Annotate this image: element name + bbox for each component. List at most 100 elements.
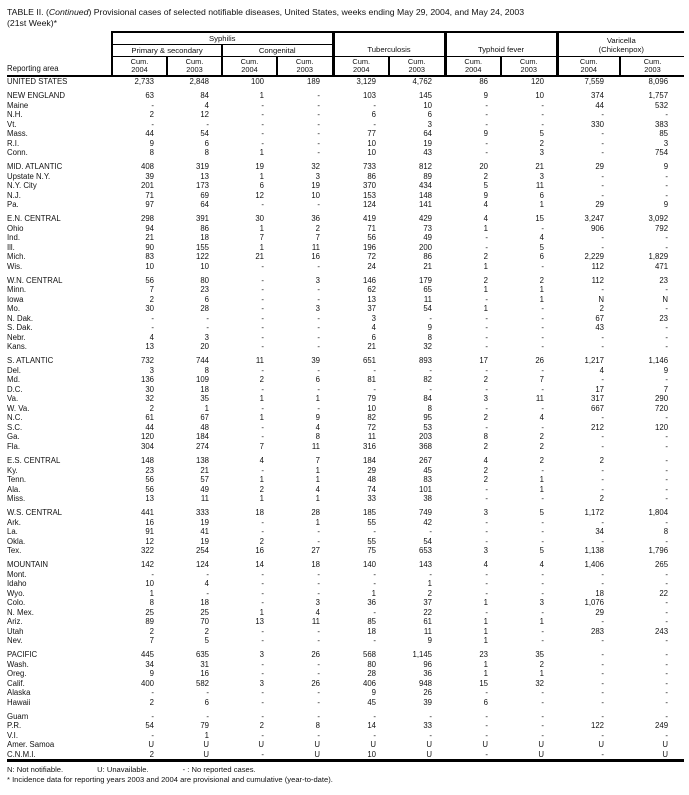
value-cell: 9	[427, 636, 433, 646]
value-cell: 8	[483, 432, 489, 442]
value-cell: -	[601, 636, 605, 646]
value-cell: 55	[367, 517, 376, 527]
value-cell: 2	[427, 588, 433, 598]
footnotes: N: Not notifiable. U: Unavailable. - : No …	[7, 765, 684, 784]
reporting-area-cell: R.I.	[7, 138, 20, 148]
value-cell: U	[598, 740, 605, 750]
value-cell: 1	[539, 294, 545, 304]
table-row: Iowa 2 6 - - 13 11 - 1 N N	[7, 295, 684, 305]
value-cell: 80	[367, 659, 376, 669]
value-cell: 19	[255, 162, 264, 172]
value-cell: 32	[145, 394, 154, 404]
reporting-area-cell: Calif.	[7, 678, 25, 688]
column-header-cum-2003-3: Cum. 2003	[276, 56, 333, 77]
value-cell: 11	[311, 441, 320, 451]
table-row: W.S. CENTRAL 441 333 18 28 185 749 3 5 1,172 1,804	[7, 508, 684, 518]
value-cell: 185	[362, 508, 376, 518]
value-cell: 2	[259, 536, 264, 546]
value-cell: 749	[419, 508, 433, 518]
value-cell: -	[206, 711, 209, 721]
value-cell: 6	[371, 110, 376, 120]
value-cell: -	[373, 636, 376, 646]
value-cell: -	[261, 304, 264, 314]
value-cell: 2	[483, 171, 489, 181]
value-cell: 4	[259, 456, 264, 466]
value-cell: 1	[315, 465, 320, 475]
reporting-area-cell: Kans.	[7, 342, 27, 352]
value-cell: -	[485, 384, 489, 394]
value-cell: -	[317, 200, 320, 210]
value-cell: -	[261, 626, 264, 636]
value-cell: U	[538, 740, 545, 750]
value-cell: -	[601, 688, 605, 698]
value-cell: 11	[535, 181, 545, 191]
value-cell: -	[317, 294, 320, 304]
reporting-area-cell: Upstate N.Y.	[7, 171, 51, 181]
value-cell: 173	[195, 181, 209, 191]
value-cell: U	[203, 740, 209, 750]
value-cell: 1	[259, 148, 264, 158]
value-cell: -	[601, 669, 605, 679]
value-cell: 383	[655, 119, 669, 129]
value-cell: 582	[195, 678, 209, 688]
value-cell: -	[665, 579, 669, 589]
value-cell: 10	[311, 190, 320, 200]
notifiable-diseases-table: Reporting area Syphilis Tuberculosis Typ…	[7, 31, 685, 763]
reporting-area-cell: Ky.	[7, 465, 18, 475]
table-row: Idaho 10 4 - - - 1 - - - -	[7, 579, 684, 589]
value-cell: -	[665, 617, 669, 627]
table-row: MOUNTAIN 142 124 14 18 140 143 4 4 1,406 265	[7, 560, 684, 570]
value-cell: -	[541, 465, 545, 475]
value-cell: 21	[200, 465, 209, 475]
value-cell: -	[261, 119, 264, 129]
value-cell: 2	[539, 441, 545, 451]
value-cell: -	[373, 730, 376, 740]
value-cell: 25	[145, 607, 154, 617]
value-cell: 15	[535, 214, 545, 224]
value-cell: 2	[599, 304, 605, 314]
column-header-cum-2004-8: Cum. 2004	[555, 56, 621, 77]
value-cell: 651	[362, 356, 376, 366]
table-row: Ga. 120 184 - 8 11 203 8 2 - -	[7, 432, 684, 442]
value-cell: 2	[483, 375, 489, 385]
value-cell: 1,145	[412, 650, 433, 660]
value-cell: -	[665, 730, 669, 740]
value-cell: 32	[423, 342, 433, 352]
table-row: W. Va. 2 1 - - 10 8 - - 667 720	[7, 404, 684, 414]
table-row: Mont. - - - - - - - - - -	[7, 570, 684, 580]
value-cell: 86	[479, 77, 489, 86]
table-row: E.S. CENTRAL 148 138 4 7 184 267 4 2 2 -	[7, 456, 684, 466]
value-cell: 100	[250, 77, 264, 86]
value-cell: 1	[259, 242, 264, 252]
column-header-cum-2003-1: Cum. 2003	[166, 56, 222, 77]
value-cell: 138	[195, 456, 209, 466]
value-cell: 391	[195, 214, 209, 224]
table-row: Wis. 10 10 - - 24 21 1 - 112 471	[7, 262, 684, 272]
value-cell: -	[261, 569, 264, 579]
value-cell: 8	[149, 148, 154, 158]
value-cell: -	[601, 579, 605, 589]
value-cell: 7	[315, 233, 320, 243]
value-cell: 82	[423, 375, 433, 385]
value-cell: -	[485, 100, 489, 110]
footnote-dash: - : No reported cases.	[182, 765, 256, 775]
table-row: Wash. 34 31 - - 80 96 1 2 - -	[7, 660, 684, 670]
value-cell: 322	[140, 546, 154, 556]
value-cell: -	[317, 403, 320, 413]
value-cell: 732	[140, 356, 154, 366]
table-row: Kans. 13 20 - - 21 32 - - - -	[7, 342, 684, 352]
title-prefix: TABLE II. (	[7, 7, 49, 17]
value-cell: 31	[200, 659, 209, 669]
value-cell: 445	[140, 650, 154, 660]
value-cell: 635	[195, 650, 209, 660]
value-cell: 79	[200, 721, 209, 731]
table-row: D.C. 30 18 - - - - - - 17 7	[7, 385, 684, 395]
reporting-area-cell: La.	[7, 527, 18, 537]
value-cell: -	[261, 384, 264, 394]
value-cell: 5	[539, 546, 545, 556]
value-cell: -	[429, 569, 433, 579]
value-cell: -	[665, 536, 669, 546]
table-row: E.N. CENTRAL 298 391 30 36 419 429 4 15 3,247 3,09…	[7, 214, 684, 224]
table-row: S. ATLANTIC 732 744 11 39 651 893 17 26 1,217 1,14…	[7, 356, 684, 366]
value-cell: -	[429, 384, 433, 394]
